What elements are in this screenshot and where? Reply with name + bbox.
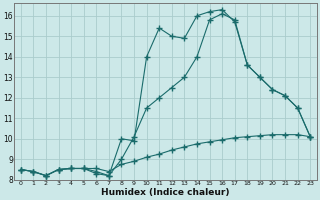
X-axis label: Humidex (Indice chaleur): Humidex (Indice chaleur) [101, 188, 230, 197]
